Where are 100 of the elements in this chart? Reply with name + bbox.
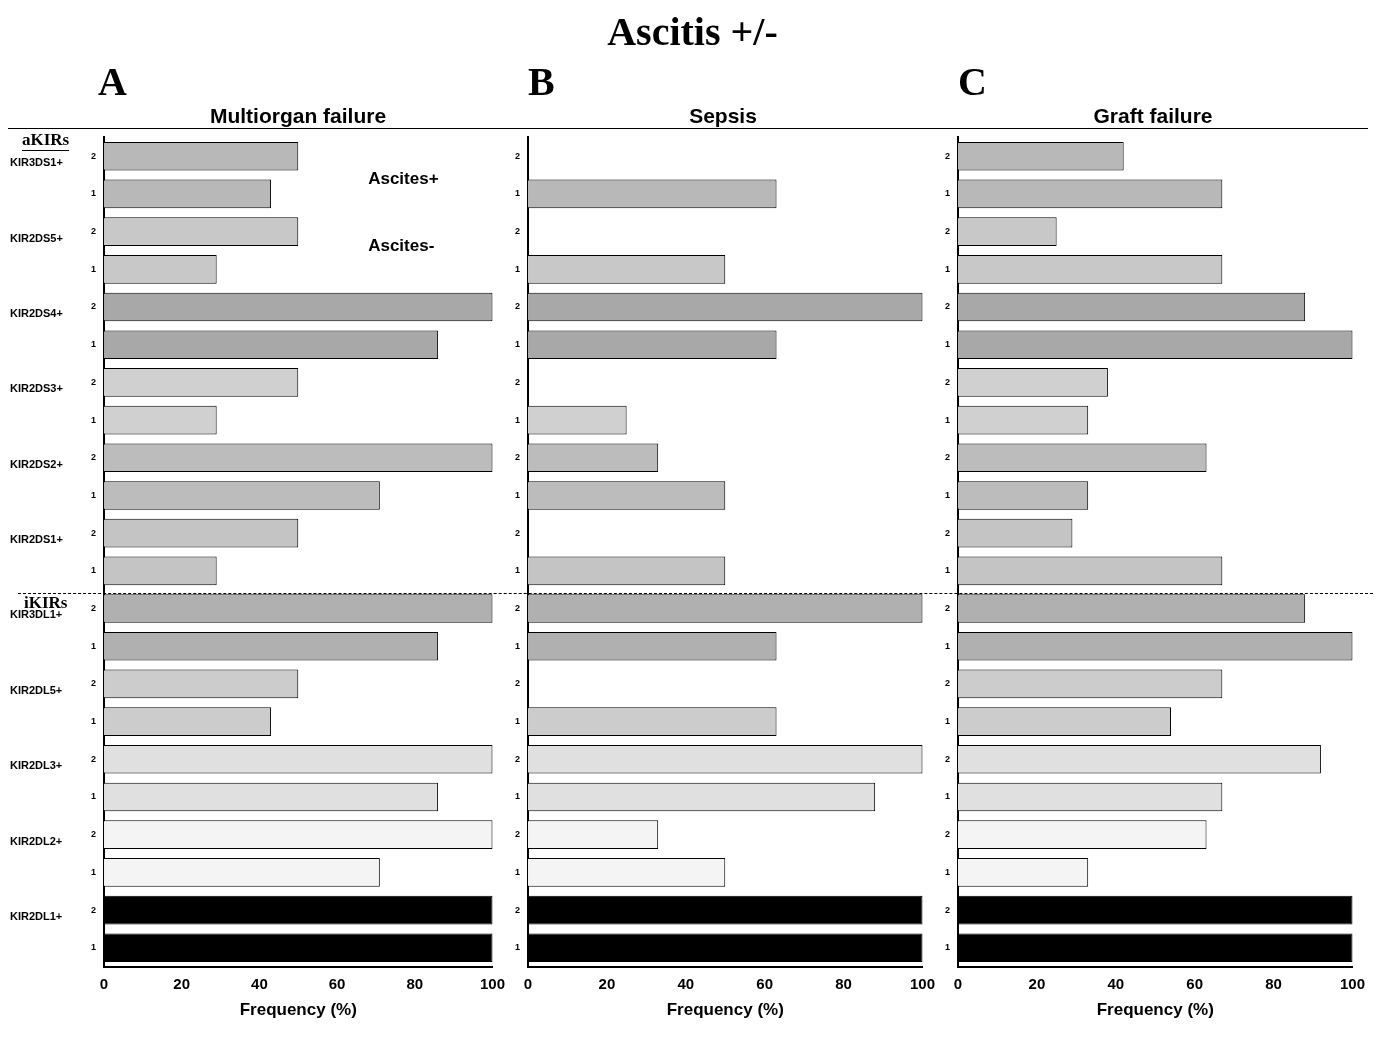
- chart-title: Sepsis: [508, 104, 938, 129]
- y-tick-label: 2: [90, 753, 97, 764]
- x-tick-label: 60: [1186, 974, 1204, 992]
- y-tick-label: 2: [944, 829, 951, 840]
- y-tick-label: 2: [944, 226, 951, 237]
- text: KIR2DL1+: [10, 909, 63, 922]
- text: KIR3DS1+: [10, 156, 63, 169]
- y-tick-label: 1: [514, 188, 521, 199]
- chart-subtitle: A: [97, 58, 128, 104]
- y-tick-label: 1: [90, 791, 97, 802]
- y-tick-label: 1: [944, 640, 951, 651]
- x-tick-label: 80: [1265, 974, 1282, 992]
- y-tick-label: 2: [90, 376, 97, 387]
- y-tick-label: 1: [90, 188, 97, 199]
- y-tick-label: 1: [944, 716, 951, 727]
- y-tick-label: 1: [90, 565, 97, 576]
- y-tick-label: 1: [944, 489, 951, 500]
- y-tick-label: 1: [90, 489, 97, 500]
- y-tick-label: 2: [90, 301, 97, 312]
- x-tick-label: 0: [99, 974, 109, 992]
- y-tick-label: 2: [944, 452, 951, 463]
- x-tick-label: 40: [251, 974, 268, 992]
- y-tick-label: 1: [514, 263, 521, 274]
- y-tick-label: 1: [514, 339, 521, 350]
- y-tick-label: 1: [514, 414, 521, 425]
- y-tick-label: 2: [944, 527, 951, 538]
- y-tick-label: 2: [944, 678, 951, 689]
- y-tick-label: 1: [90, 942, 97, 953]
- y-tick-label: 2: [944, 904, 951, 915]
- x-tick-label: 80: [406, 974, 424, 992]
- y-tick-label: 2: [90, 829, 97, 840]
- y-tick-label: 1: [514, 489, 521, 500]
- y-tick-label: 2: [514, 829, 521, 840]
- y-tick-label: 1: [944, 263, 951, 274]
- text: KIR2DL3+: [10, 759, 63, 772]
- text: KIR2DS4+: [10, 306, 63, 319]
- x-tick-label: 60: [328, 974, 346, 992]
- y-tick-label: 2: [514, 904, 521, 915]
- annotation: Ascites-: [368, 236, 435, 256]
- y-tick-label: 2: [90, 150, 97, 161]
- y-tick-label: 2: [944, 301, 951, 312]
- text: KIR2DL2+: [10, 834, 63, 847]
- y-tick-label: 1: [90, 414, 97, 425]
- x-tick-label: 100: [479, 974, 505, 992]
- y-tick-label: 1: [944, 565, 951, 576]
- y-tick-label: 1: [514, 866, 521, 877]
- y-tick-label: 2: [90, 904, 97, 915]
- y-tick-label: 1: [944, 339, 951, 350]
- y-tick-label: 2: [514, 678, 521, 689]
- y-tick-label: 1: [514, 640, 521, 651]
- y-tick-label: 2: [944, 753, 951, 764]
- chart-subtitle: B: [527, 58, 556, 104]
- x-tick-label: 60: [756, 974, 774, 992]
- text: KIR2DS3+: [10, 382, 63, 395]
- y-tick-label: 2: [514, 753, 521, 764]
- y-tick-label: 2: [90, 603, 97, 614]
- y-tick-label: 1: [514, 942, 521, 953]
- y-tick-label: 2: [944, 150, 951, 161]
- chart-subtitle: C: [957, 58, 988, 104]
- y-tick-label: 1: [90, 640, 97, 651]
- y-tick-label: 1: [90, 339, 97, 350]
- x-tick-label: 100: [1339, 974, 1365, 992]
- y-tick-label: 1: [944, 414, 951, 425]
- x-tick-label: 20: [598, 974, 616, 992]
- y-tick-label: 2: [514, 376, 521, 387]
- y-tick-label: 2: [944, 376, 951, 387]
- y-tick-label: 2: [514, 150, 521, 161]
- x-axis-title: Frequency (%): [1096, 1000, 1214, 1020]
- y-tick-label: 2: [514, 603, 521, 614]
- annotation: Ascites+: [368, 168, 439, 188]
- text: Ascitis +/-: [606, 8, 779, 56]
- y-tick-label: 1: [944, 942, 951, 953]
- x-tick-label: 80: [835, 974, 852, 992]
- text: KIR2DS2+: [10, 457, 63, 470]
- x-axis-title: Frequency (%): [239, 1000, 357, 1020]
- y-tick-label: 2: [514, 226, 521, 237]
- x-tick-label: 0: [953, 974, 963, 992]
- x-tick-label: 40: [677, 974, 695, 992]
- y-tick-label: 2: [90, 452, 97, 463]
- text: KIR2DS1+: [10, 533, 63, 546]
- x-tick-label: 100: [909, 974, 935, 992]
- x-tick-label: 0: [523, 974, 533, 992]
- y-tick-label: 1: [90, 263, 97, 274]
- x-tick-label: 40: [1107, 974, 1125, 992]
- chart-title: Multiorgan failure: [8, 104, 508, 129]
- y-tick-label: 2: [514, 301, 521, 312]
- y-tick-label: 2: [90, 678, 97, 689]
- y-tick-label: 1: [944, 188, 951, 199]
- y-tick-label: 1: [514, 791, 521, 802]
- text: KIR2DL5+: [10, 683, 63, 696]
- y-tick-label: 1: [514, 565, 521, 576]
- y-tick-label: 2: [514, 452, 521, 463]
- y-tick-label: 1: [514, 716, 521, 727]
- text: KIR2DS5+: [10, 231, 63, 244]
- chart-title: Graft failure: [938, 104, 1368, 129]
- text: aKIRs: [22, 130, 70, 151]
- x-axis-title: Frequency (%): [666, 1000, 784, 1020]
- y-tick-label: 1: [944, 866, 951, 877]
- y-tick-label: 2: [944, 603, 951, 614]
- y-tick-label: 1: [944, 791, 951, 802]
